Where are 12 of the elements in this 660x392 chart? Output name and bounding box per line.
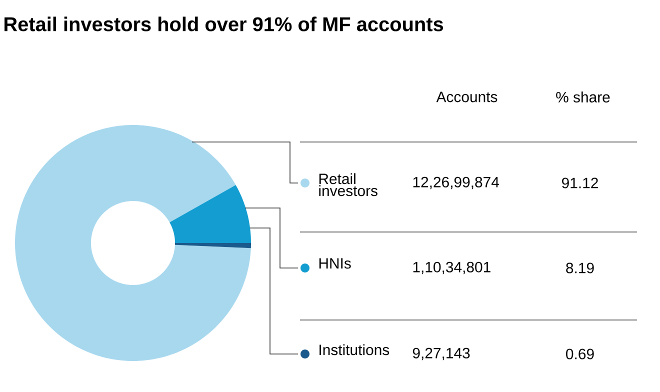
data-label: 8.19 bbox=[566, 262, 594, 274]
data-label: 91.12 bbox=[562, 178, 598, 188]
legend-label: HNIs bbox=[319, 258, 351, 269]
legend-label: Retail investors bbox=[319, 173, 378, 196]
text: 9,27,143 bbox=[412, 348, 470, 360]
legend-label: Institutions bbox=[320, 344, 390, 356]
chart-title: Retail investors hold over 91% of MF accounts bbox=[4, 16, 444, 32]
data-label: 0.69 bbox=[566, 348, 594, 360]
text: 1,10,34,801 bbox=[413, 262, 490, 274]
text: % share bbox=[556, 92, 610, 102]
text: 12,26,99,874 bbox=[413, 176, 500, 190]
text: Accounts bbox=[436, 92, 498, 102]
